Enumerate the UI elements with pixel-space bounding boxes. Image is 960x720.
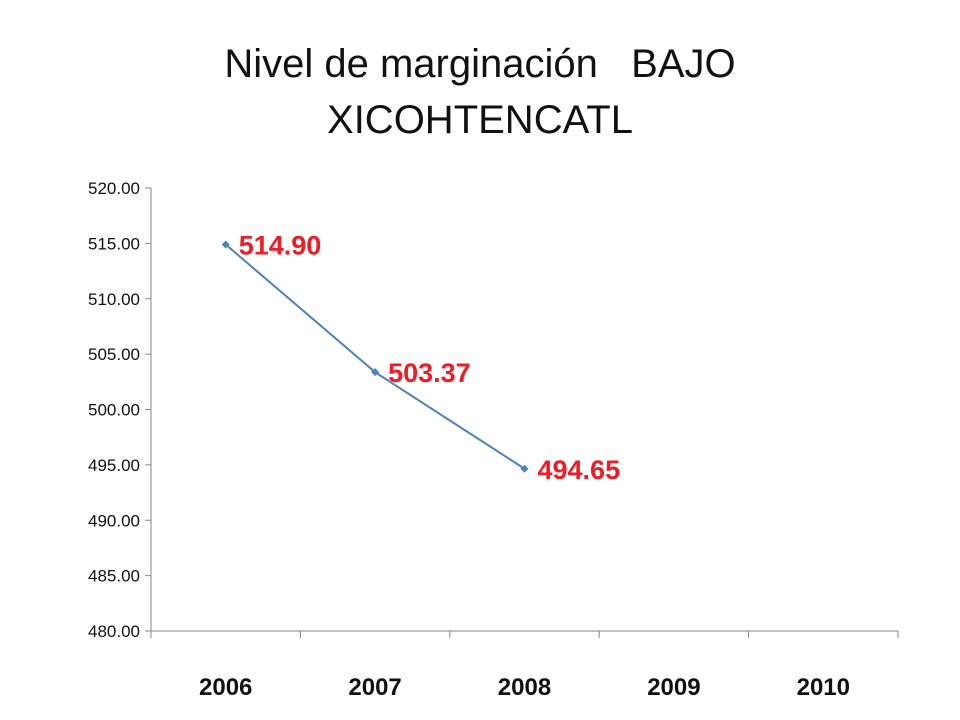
y-tick-label: 485.00	[88, 567, 140, 586]
x-tick-label: 2010	[797, 674, 850, 701]
series-line	[225, 243, 526, 470]
data-point-marker	[371, 368, 380, 377]
x-tick-label: 2006	[199, 674, 252, 701]
data-label: 514.90	[239, 230, 322, 260]
title-line-2: XICOHTENCATL	[327, 98, 633, 142]
data-label: 494.65	[538, 455, 621, 485]
y-tick-label: 480.00	[88, 622, 140, 641]
y-tick-label: 500.00	[88, 401, 140, 420]
data-point-marker	[221, 240, 230, 249]
data-label: 503.37	[388, 358, 471, 388]
y-tick-label: 505.00	[88, 345, 140, 364]
x-tick-label: 2008	[498, 674, 551, 701]
y-tick-label: 520.00	[88, 179, 140, 198]
title-line-1: Nivel de marginación BAJO	[224, 42, 736, 86]
y-tick-label: 515.00	[88, 234, 140, 253]
y-tick-label: 495.00	[88, 456, 140, 475]
x-tick-label: 2007	[348, 674, 401, 701]
y-tick-label: 490.00	[88, 511, 140, 530]
chart-title: Nivel de marginación BAJO XICOHTENCATL	[0, 36, 960, 148]
data-point-marker	[520, 464, 529, 473]
y-tick-label: 510.00	[88, 290, 140, 309]
x-tick-label: 2009	[647, 674, 700, 701]
